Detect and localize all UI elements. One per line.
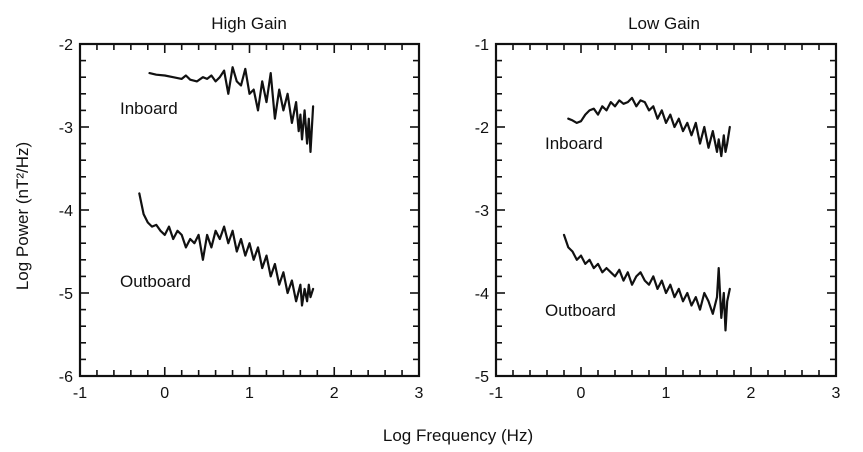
x-tick-label: 0 (160, 385, 169, 402)
series-line-high-gain-inboard (148, 66, 315, 153)
x-axis-label: Log Frequency (Hz) (383, 426, 533, 445)
series-label-high-gain-inboard: Inboard (120, 99, 178, 118)
y-tick-label: -1 (475, 37, 489, 54)
panel-low-gain: Low Gain -1 0 1 2 3 -5 -4 -3 -2 -1 Inboard Outboa… (475, 14, 841, 402)
series-label-low-gain-inboard: Inboard (545, 134, 603, 153)
y-axis-label: Log Power (nT²/Hz) (13, 142, 32, 290)
x-tick-label: 2 (747, 385, 756, 402)
y-tick-label: -2 (59, 37, 73, 54)
ticks-high-gain (79, 43, 420, 377)
y-tick-label: -6 (59, 369, 73, 386)
y-tick-label: -3 (475, 203, 489, 220)
series-label-low-gain-outboard: Outboard (545, 301, 616, 320)
x-tick-label: 3 (832, 385, 841, 402)
panel-high-gain: High Gain -1 0 1 2 3 -6 -5 -4 -3 -2 Inboard Outbo… (59, 14, 424, 402)
y-tick-label: -5 (59, 286, 73, 303)
tick-labels-low-gain: -1 0 1 2 3 -5 -4 -3 -2 -1 (475, 37, 841, 402)
x-tick-label: 1 (245, 385, 254, 402)
panel-title-high-gain: High Gain (211, 14, 287, 33)
panel-title-low-gain: Low Gain (628, 14, 700, 33)
x-tick-label: -1 (489, 385, 503, 402)
x-tick-label: -1 (73, 385, 87, 402)
y-tick-label: -5 (475, 369, 489, 386)
series-label-high-gain-outboard: Outboard (120, 272, 191, 291)
plot-frame-low-gain (494, 42, 838, 378)
x-tick-label: 2 (330, 385, 339, 402)
y-tick-label: -3 (59, 120, 73, 137)
y-tick-label: -4 (475, 286, 489, 303)
ticks-low-gain (495, 43, 837, 377)
x-tick-label: 1 (662, 385, 671, 402)
series-line-low-gain-outboard (562, 233, 731, 332)
series-lines-high-gain (138, 66, 315, 307)
y-tick-label: -4 (59, 203, 73, 220)
tick-labels-high-gain: -1 0 1 2 3 -6 -5 -4 -3 -2 (59, 37, 424, 402)
series-line-low-gain-inboard (567, 96, 731, 158)
series-lines-low-gain (562, 96, 731, 332)
series-line-high-gain-outboard (138, 192, 315, 307)
x-tick-label: 0 (577, 385, 586, 402)
y-tick-label: -2 (475, 120, 489, 137)
x-tick-label: 3 (415, 385, 424, 402)
